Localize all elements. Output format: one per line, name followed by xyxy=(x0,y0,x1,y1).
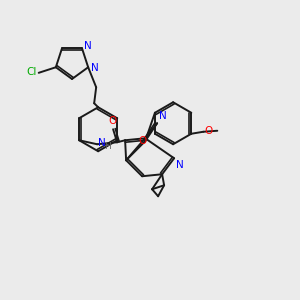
Text: O: O xyxy=(139,136,147,146)
Text: O: O xyxy=(204,126,213,136)
Text: N: N xyxy=(84,41,92,51)
Text: N: N xyxy=(91,63,99,73)
Text: H: H xyxy=(104,142,111,151)
Text: O: O xyxy=(108,116,116,126)
Text: N: N xyxy=(159,111,167,121)
Text: N: N xyxy=(176,160,184,170)
Text: N: N xyxy=(98,138,106,148)
Text: Cl: Cl xyxy=(26,67,37,77)
